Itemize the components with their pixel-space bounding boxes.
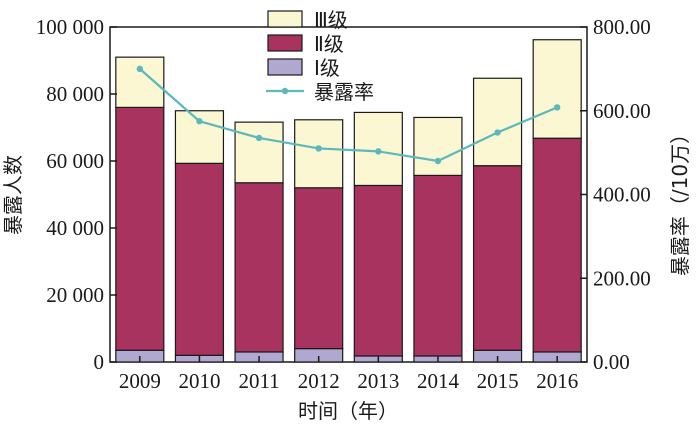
x-axis: 2009 2010 2011 2012 2013 2014 2015 2016 (119, 356, 578, 393)
point-exposure-rate-2011 (255, 134, 263, 142)
bar-level-2-2015 (472, 165, 523, 351)
x-tick-label: 2012 (298, 369, 340, 393)
x-tick-label: 2011 (238, 369, 279, 393)
x-tick-label: 2010 (178, 369, 220, 393)
bar-level-3-2015 (472, 77, 523, 167)
bars-layer (115, 39, 582, 363)
legend-label-level-3: Ⅲ级 (314, 8, 348, 32)
point-exposure-rate-2013 (375, 148, 382, 155)
point-exposure-rate-2012 (315, 145, 322, 152)
line-exposure-rate (139, 68, 558, 163)
point-exposure-rate-2015 (494, 129, 501, 136)
bar-level-3-2012 (294, 119, 344, 189)
y-tick-label: 0 (94, 350, 105, 374)
legend-swatch-level-2 (267, 34, 303, 52)
line-layer (136, 65, 561, 165)
bar-level-2-2012 (294, 187, 344, 350)
y-tick-label: 100 000 (36, 15, 104, 39)
y-axis-title: 暴露人数 (1, 155, 25, 235)
x-axis-title: 时间（年） (298, 399, 398, 423)
right-axis: 0.00 200.00 400.00 600.00 800.00 (580, 15, 651, 374)
y2-tick-label: 800.00 (593, 15, 651, 39)
bar-level-2-2010 (174, 162, 225, 356)
left-axis: 0 20 000 40 000 60 000 80 000 100 000 (36, 15, 117, 374)
x-tick-label: 2014 (417, 369, 460, 393)
bar-level-2-2016 (532, 137, 582, 353)
legend-marker-exposure-rate (281, 87, 289, 95)
legend-label-exposure-rate: 暴露率 (314, 80, 374, 104)
y-tick-label: 80 000 (46, 82, 104, 106)
x-tick-label: 2013 (357, 369, 399, 393)
legend-label-level-1: Ⅰ级 (314, 56, 340, 80)
bar-level-2-2009 (115, 106, 165, 351)
y2-tick-label: 600.00 (593, 99, 651, 123)
bar-level-3-2011 (234, 121, 284, 184)
bar-level-2-2011 (234, 182, 284, 353)
y2-tick-label: 200.00 (593, 266, 651, 290)
y-tick-label: 60 000 (46, 149, 104, 173)
legend-label-level-2: Ⅱ级 (314, 32, 344, 56)
bar-level-3-2016 (532, 39, 582, 139)
point-exposure-rate-2010 (196, 118, 203, 125)
y2-tick-label: 0.00 (593, 350, 630, 374)
x-tick-label: 2009 (119, 369, 161, 393)
legend-swatch-level-3 (267, 10, 303, 28)
y-tick-label: 20 000 (46, 283, 104, 307)
point-exposure-rate-2016 (553, 104, 561, 111)
point-exposure-rate-2009 (136, 65, 144, 73)
y2-tick-label: 400.00 (593, 183, 651, 207)
bar-level-2-2013 (353, 184, 403, 357)
legend-swatch-level-1 (267, 58, 303, 76)
point-exposure-rate-2014 (434, 157, 442, 165)
x-tick-label: 2016 (536, 369, 578, 393)
bar-level-2-2014 (413, 174, 463, 357)
y2-axis-title: 暴露率（/10万） (668, 124, 692, 276)
x-tick-label: 2015 (477, 369, 519, 393)
bar-level-3-2014 (413, 116, 463, 177)
y-tick-label: 40 000 (46, 216, 104, 240)
